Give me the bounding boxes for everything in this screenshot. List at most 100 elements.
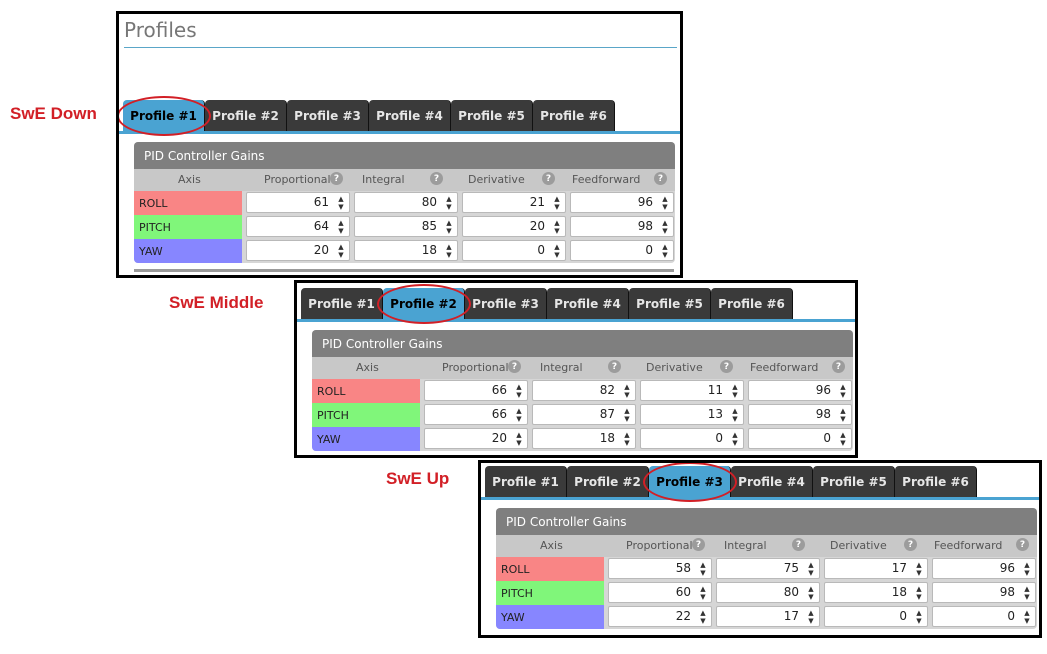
- up-down-spinner-icon[interactable]: ▲ ▼: [808, 609, 814, 625]
- up-down-spinner-icon[interactable]: ▲ ▼: [554, 243, 560, 259]
- up-down-spinner-icon[interactable]: ▲ ▼: [1024, 585, 1030, 601]
- tab-profile-5[interactable]: Profile #5: [629, 288, 711, 319]
- up-down-spinner-icon[interactable]: ▲ ▼: [624, 431, 630, 447]
- up-down-spinner-icon[interactable]: ▲ ▼: [662, 219, 668, 235]
- tab-profile-5[interactable]: Profile #5: [813, 466, 895, 497]
- help-icon[interactable]: ?: [430, 172, 443, 185]
- yaw-feedforward-input[interactable]: 0 ▲ ▼: [570, 240, 674, 261]
- pitch-derivative-input[interactable]: 18 ▲ ▼: [824, 582, 928, 603]
- tab-profile-4[interactable]: Profile #4: [369, 100, 451, 131]
- yaw-integral-input[interactable]: 17 ▲ ▼: [716, 606, 820, 627]
- tab-profile-2[interactable]: Profile #2: [567, 466, 649, 497]
- pitch-derivative-input[interactable]: 13 ▲ ▼: [640, 404, 744, 425]
- help-icon[interactable]: ?: [654, 172, 667, 185]
- up-down-spinner-icon[interactable]: ▲ ▼: [840, 407, 846, 423]
- up-down-spinner-icon[interactable]: ▲ ▼: [446, 243, 452, 259]
- up-down-spinner-icon[interactable]: ▲ ▼: [338, 219, 344, 235]
- tab-profile-4[interactable]: Profile #4: [731, 466, 813, 497]
- help-icon[interactable]: ?: [904, 538, 917, 551]
- help-icon[interactable]: ?: [608, 360, 621, 373]
- tab-profile-1[interactable]: Profile #1: [301, 288, 383, 319]
- help-icon[interactable]: ?: [1016, 538, 1029, 551]
- roll-derivative-input[interactable]: 21 ▲ ▼: [462, 192, 566, 213]
- up-down-spinner-icon[interactable]: ▲ ▼: [516, 407, 522, 423]
- tab-profile-6[interactable]: Profile #6: [533, 100, 615, 131]
- up-down-spinner-icon[interactable]: ▲ ▼: [916, 561, 922, 577]
- help-icon[interactable]: ?: [720, 360, 733, 373]
- up-down-spinner-icon[interactable]: ▲ ▼: [732, 431, 738, 447]
- roll-derivative-input[interactable]: 11 ▲ ▼: [640, 380, 744, 401]
- up-down-spinner-icon[interactable]: ▲ ▼: [516, 431, 522, 447]
- up-down-spinner-icon[interactable]: ▲ ▼: [662, 243, 668, 259]
- up-down-spinner-icon[interactable]: ▲ ▼: [624, 383, 630, 399]
- up-down-spinner-icon[interactable]: ▲ ▼: [446, 195, 452, 211]
- up-down-spinner-icon[interactable]: ▲ ▼: [916, 609, 922, 625]
- pitch-feedforward-input[interactable]: 98 ▲ ▼: [748, 404, 852, 425]
- yaw-feedforward-input[interactable]: 0 ▲ ▼: [748, 428, 852, 449]
- up-down-spinner-icon[interactable]: ▲ ▼: [840, 431, 846, 447]
- tab-profile-3[interactable]: Profile #3: [465, 288, 547, 319]
- up-down-spinner-icon[interactable]: ▲ ▼: [840, 383, 846, 399]
- roll-derivative-input[interactable]: 17 ▲ ▼: [824, 558, 928, 579]
- up-down-spinner-icon[interactable]: ▲ ▼: [516, 383, 522, 399]
- tab-profile-2[interactable]: Profile #2: [383, 288, 465, 319]
- roll-feedforward-input[interactable]: 96 ▲ ▼: [570, 192, 674, 213]
- up-down-spinner-icon[interactable]: ▲ ▼: [700, 609, 706, 625]
- help-icon[interactable]: ?: [508, 360, 521, 373]
- up-down-spinner-icon[interactable]: ▲ ▼: [700, 561, 706, 577]
- help-icon[interactable]: ?: [692, 538, 705, 551]
- up-down-spinner-icon[interactable]: ▲ ▼: [732, 407, 738, 423]
- help-icon[interactable]: ?: [792, 538, 805, 551]
- pitch-proportional-input[interactable]: 64 ▲ ▼: [246, 216, 350, 237]
- yaw-derivative-input[interactable]: 0 ▲ ▼: [640, 428, 744, 449]
- pitch-integral-input[interactable]: 85 ▲ ▼: [354, 216, 458, 237]
- up-down-spinner-icon[interactable]: ▲ ▼: [338, 243, 344, 259]
- help-icon[interactable]: ?: [832, 360, 845, 373]
- up-down-spinner-icon[interactable]: ▲ ▼: [1024, 561, 1030, 577]
- up-down-spinner-icon[interactable]: ▲ ▼: [338, 195, 344, 211]
- yaw-proportional-input[interactable]: 22 ▲ ▼: [608, 606, 712, 627]
- tab-profile-5[interactable]: Profile #5: [451, 100, 533, 131]
- roll-proportional-input[interactable]: 66 ▲ ▼: [424, 380, 528, 401]
- tab-profile-6[interactable]: Profile #6: [895, 466, 977, 497]
- roll-integral-input[interactable]: 80 ▲ ▼: [354, 192, 458, 213]
- yaw-feedforward-input[interactable]: 0 ▲ ▼: [932, 606, 1036, 627]
- up-down-spinner-icon[interactable]: ▲ ▼: [808, 561, 814, 577]
- pitch-feedforward-input[interactable]: 98 ▲ ▼: [570, 216, 674, 237]
- yaw-proportional-input[interactable]: 20 ▲ ▼: [424, 428, 528, 449]
- roll-proportional-input[interactable]: 61 ▲ ▼: [246, 192, 350, 213]
- yaw-integral-input[interactable]: 18 ▲ ▼: [354, 240, 458, 261]
- roll-feedforward-input[interactable]: 96 ▲ ▼: [932, 558, 1036, 579]
- yaw-derivative-input[interactable]: 0 ▲ ▼: [824, 606, 928, 627]
- tab-profile-4[interactable]: Profile #4: [547, 288, 629, 319]
- roll-integral-input[interactable]: 75 ▲ ▼: [716, 558, 820, 579]
- up-down-spinner-icon[interactable]: ▲ ▼: [700, 585, 706, 601]
- up-down-spinner-icon[interactable]: ▲ ▼: [1024, 609, 1030, 625]
- roll-feedforward-input[interactable]: 96 ▲ ▼: [748, 380, 852, 401]
- tab-profile-2[interactable]: Profile #2: [205, 100, 287, 131]
- pitch-derivative-input[interactable]: 20 ▲ ▼: [462, 216, 566, 237]
- up-down-spinner-icon[interactable]: ▲ ▼: [662, 195, 668, 211]
- pitch-feedforward-input[interactable]: 98 ▲ ▼: [932, 582, 1036, 603]
- roll-proportional-input[interactable]: 58 ▲ ▼: [608, 558, 712, 579]
- tab-profile-3[interactable]: Profile #3: [287, 100, 369, 131]
- pitch-integral-input[interactable]: 80 ▲ ▼: [716, 582, 820, 603]
- yaw-proportional-input[interactable]: 20 ▲ ▼: [246, 240, 350, 261]
- up-down-spinner-icon[interactable]: ▲ ▼: [554, 219, 560, 235]
- pitch-proportional-input[interactable]: 66 ▲ ▼: [424, 404, 528, 425]
- up-down-spinner-icon[interactable]: ▲ ▼: [808, 585, 814, 601]
- pitch-integral-input[interactable]: 87 ▲ ▼: [532, 404, 636, 425]
- up-down-spinner-icon[interactable]: ▲ ▼: [554, 195, 560, 211]
- up-down-spinner-icon[interactable]: ▲ ▼: [446, 219, 452, 235]
- help-icon[interactable]: ?: [542, 172, 555, 185]
- up-down-spinner-icon[interactable]: ▲ ▼: [624, 407, 630, 423]
- yaw-derivative-input[interactable]: 0 ▲ ▼: [462, 240, 566, 261]
- up-down-spinner-icon[interactable]: ▲ ▼: [916, 585, 922, 601]
- tab-profile-1[interactable]: Profile #1: [123, 100, 205, 131]
- roll-integral-input[interactable]: 82 ▲ ▼: [532, 380, 636, 401]
- help-icon[interactable]: ?: [330, 172, 343, 185]
- tab-profile-3[interactable]: Profile #3: [649, 466, 731, 497]
- pitch-proportional-input[interactable]: 60 ▲ ▼: [608, 582, 712, 603]
- up-down-spinner-icon[interactable]: ▲ ▼: [732, 383, 738, 399]
- yaw-integral-input[interactable]: 18 ▲ ▼: [532, 428, 636, 449]
